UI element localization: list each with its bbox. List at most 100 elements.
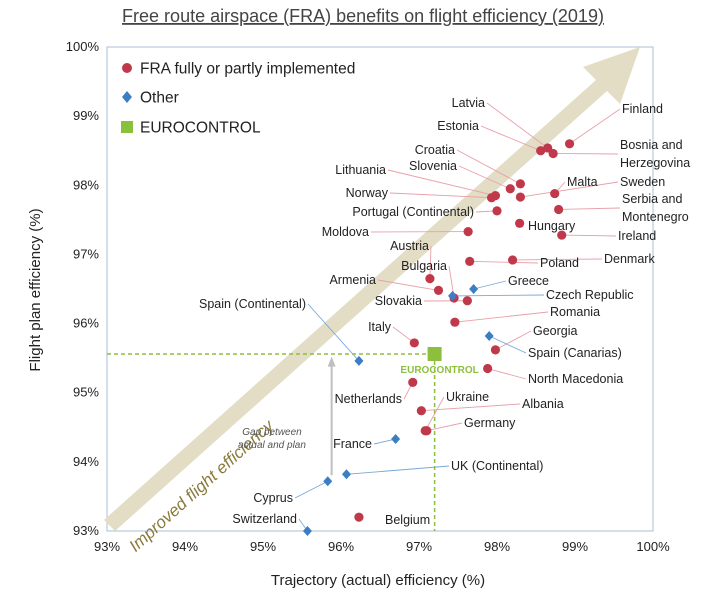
point-label: Ireland bbox=[618, 229, 656, 243]
other-point bbox=[448, 290, 458, 301]
point-label: Netherlands bbox=[335, 392, 402, 406]
y-axis-label: Flight plan efficiency (%) bbox=[27, 208, 44, 371]
fra-point bbox=[465, 256, 475, 266]
point-label: North Macedonia bbox=[528, 372, 623, 386]
point-label: UK (Continental) bbox=[451, 459, 543, 473]
point-label: Malta bbox=[567, 175, 598, 189]
legend-entry-label: Other bbox=[140, 90, 179, 107]
point-label: Georgia bbox=[533, 324, 578, 338]
fra-point bbox=[507, 255, 518, 265]
point-label: Lithuania bbox=[335, 163, 386, 177]
legend-eurocontrol-marker bbox=[121, 121, 133, 133]
y-tick-label: 100% bbox=[66, 39, 100, 54]
leader-line bbox=[377, 279, 439, 291]
leader-line bbox=[426, 422, 463, 432]
point-label: Norway bbox=[346, 186, 389, 200]
point-label: Albania bbox=[522, 397, 564, 411]
eurocontrol-point bbox=[427, 346, 442, 361]
other-point bbox=[341, 469, 351, 480]
leader-line bbox=[561, 234, 617, 237]
fra-point bbox=[408, 377, 418, 387]
point-label: Bulgaria bbox=[401, 259, 447, 273]
x-tick-label: 99% bbox=[562, 539, 588, 554]
fra-point bbox=[557, 230, 567, 240]
leader-line bbox=[429, 245, 432, 279]
point-label: Bosnia and bbox=[620, 138, 683, 152]
fra-point bbox=[463, 227, 473, 237]
point-label: Switzerland bbox=[232, 512, 297, 526]
leader-line bbox=[387, 169, 496, 197]
chart-title: Free route airspace (FRA) benefits on fl… bbox=[122, 6, 604, 26]
leader-line bbox=[480, 125, 541, 152]
point-label: Montenegro bbox=[622, 210, 689, 224]
fra-point bbox=[548, 148, 558, 159]
leader-line bbox=[520, 181, 619, 198]
fra-point bbox=[462, 296, 472, 306]
leader-line bbox=[307, 303, 360, 362]
leader-line bbox=[473, 280, 507, 290]
x-tick-label: 98% bbox=[484, 539, 510, 554]
other-point bbox=[391, 434, 401, 445]
point-label: Ukraine bbox=[446, 390, 489, 404]
x-tick-label: 94% bbox=[172, 539, 198, 554]
fra-point bbox=[490, 345, 501, 355]
leader-line bbox=[486, 102, 548, 149]
point-label: Finland bbox=[622, 102, 663, 116]
point-label: France bbox=[333, 437, 372, 451]
leader-line bbox=[452, 294, 545, 297]
arrow-shape bbox=[104, 47, 640, 531]
leader-line bbox=[424, 396, 445, 431]
x-tick-label: 93% bbox=[94, 539, 120, 554]
point-label: Poland bbox=[540, 256, 579, 270]
other-point bbox=[354, 355, 364, 366]
fra-point bbox=[550, 188, 560, 199]
fra-point bbox=[564, 139, 575, 149]
y-tick-label: 96% bbox=[73, 316, 99, 331]
y-tick-label: 98% bbox=[73, 177, 99, 192]
other-point bbox=[323, 476, 333, 487]
fra-point bbox=[450, 317, 460, 327]
fra-point bbox=[554, 204, 564, 215]
point-labels: Latvia Estonia Finland Bosnia and Herzegovin… bbox=[199, 96, 690, 527]
point-label: Serbia and bbox=[622, 192, 683, 206]
point-label: Herzegovina bbox=[620, 156, 690, 170]
gap-arrow-head bbox=[327, 356, 336, 367]
leader-line bbox=[553, 153, 619, 155]
y-tick-label: 99% bbox=[73, 108, 99, 123]
leader-line bbox=[294, 480, 328, 499]
label-leader-lines bbox=[294, 102, 621, 532]
point-label: Austria bbox=[390, 239, 429, 253]
x-tick-label: 96% bbox=[328, 539, 354, 554]
fra-point bbox=[416, 406, 426, 416]
fra-point bbox=[433, 285, 444, 295]
fra-point bbox=[409, 338, 419, 348]
legend-entry-label: FRA fully or partly implemented bbox=[140, 61, 355, 78]
legend-other-marker bbox=[122, 91, 132, 103]
legend-fra-marker bbox=[122, 63, 132, 73]
x-tick-label: 95% bbox=[250, 539, 276, 554]
y-axis-ticks: 93% 94% 95% 96% 97% 98% 99% 100% bbox=[66, 39, 100, 538]
leader-line bbox=[569, 108, 621, 145]
point-label: Romania bbox=[550, 305, 600, 319]
x-axis-ticks: 93% 94% 95% 96% 97% 98% 99% 100% bbox=[94, 539, 670, 554]
point-label: Germany bbox=[464, 416, 516, 430]
point-label: Belgium bbox=[385, 513, 430, 527]
fra-point bbox=[483, 363, 493, 374]
leader-line bbox=[489, 335, 527, 354]
point-label: Portugal (Continental) bbox=[352, 205, 474, 219]
y-tick-label: 97% bbox=[73, 246, 99, 261]
leader-line bbox=[346, 465, 450, 475]
legend: FRA fully or partly implemented Other EURO… bbox=[121, 61, 355, 137]
fra-point bbox=[505, 184, 515, 194]
point-label: Slovakia bbox=[375, 294, 422, 308]
leader-line bbox=[558, 207, 621, 210]
x-axis-label: Trajectory (actual) efficiency (%) bbox=[271, 572, 485, 589]
fra-point bbox=[425, 274, 435, 284]
leader-line bbox=[456, 149, 521, 185]
point-label: Moldova bbox=[322, 225, 369, 239]
eurocontrol-guides: EUROCONTROL Gap between actual and plan bbox=[107, 353, 479, 531]
y-tick-label: 95% bbox=[73, 385, 99, 400]
y-tick-label: 94% bbox=[73, 454, 99, 469]
leader-line bbox=[458, 165, 511, 190]
